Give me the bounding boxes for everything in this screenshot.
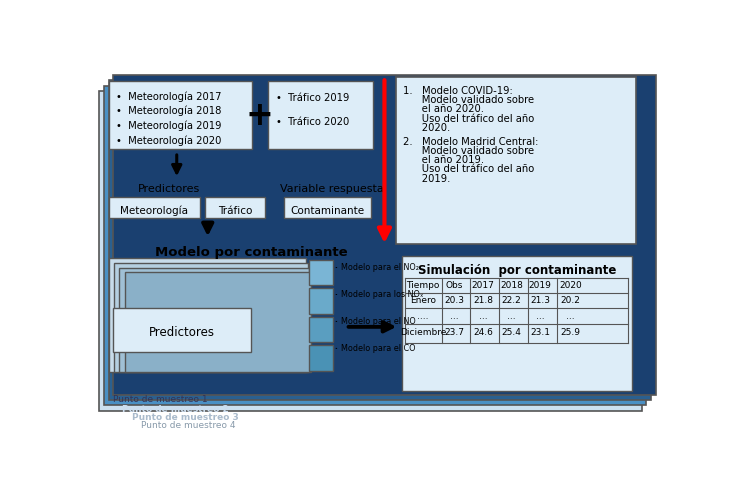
FancyBboxPatch shape (108, 258, 306, 372)
Text: el año 2020.: el año 2020. (403, 104, 484, 114)
FancyBboxPatch shape (308, 317, 333, 342)
Text: Obs: Obs (446, 281, 463, 290)
Text: Punto de muestreo 2: Punto de muestreo 2 (122, 405, 229, 414)
Text: Tiempo: Tiempo (406, 281, 440, 290)
Text: •  Tráfico 2019: • Tráfico 2019 (276, 93, 349, 103)
Text: Variable respuesta: Variable respuesta (280, 184, 384, 194)
Text: 20.3: 20.3 (444, 296, 464, 305)
Text: 2019.: 2019. (403, 173, 450, 183)
FancyBboxPatch shape (205, 197, 265, 218)
Text: Predictores: Predictores (138, 184, 200, 194)
Text: el año 2019.: el año 2019. (403, 155, 484, 165)
FancyBboxPatch shape (113, 308, 251, 352)
Text: Modelo por contaminante: Modelo por contaminante (155, 246, 348, 259)
Text: 20.2: 20.2 (561, 296, 580, 305)
FancyBboxPatch shape (308, 288, 333, 314)
Text: 2.   Modelo Madrid Central:: 2. Modelo Madrid Central: (403, 137, 539, 147)
FancyBboxPatch shape (100, 91, 642, 411)
Text: Modelo validado sobre: Modelo validado sobre (403, 95, 534, 105)
Text: 2017: 2017 (471, 281, 494, 290)
Text: 2020: 2020 (559, 281, 582, 290)
FancyBboxPatch shape (401, 256, 632, 391)
Text: 21.3: 21.3 (530, 296, 550, 305)
Text: Contaminante: Contaminante (290, 206, 364, 216)
Text: 24.6: 24.6 (473, 329, 493, 337)
Text: Tráfico: Tráfico (217, 206, 252, 216)
FancyBboxPatch shape (108, 81, 651, 400)
FancyBboxPatch shape (119, 267, 310, 372)
Text: Punto de muestreo 1: Punto de muestreo 1 (113, 395, 208, 405)
FancyBboxPatch shape (104, 86, 646, 406)
Text: Modelo para el NO₂: Modelo para el NO₂ (341, 263, 419, 272)
FancyBboxPatch shape (284, 197, 370, 218)
Text: •  Meteorología 2020: • Meteorología 2020 (116, 135, 222, 146)
Text: •  Meteorología 2019: • Meteorología 2019 (116, 120, 222, 131)
Text: Enero: Enero (410, 296, 436, 305)
Text: ...: ... (536, 312, 545, 321)
Text: Punto de muestreo 3: Punto de muestreo 3 (132, 413, 239, 422)
Text: 23.7: 23.7 (444, 329, 464, 337)
FancyBboxPatch shape (113, 75, 656, 395)
Text: 22.2: 22.2 (501, 296, 521, 305)
FancyBboxPatch shape (308, 260, 333, 285)
Text: Modelo para los NOₓ: Modelo para los NOₓ (341, 290, 423, 299)
FancyBboxPatch shape (108, 81, 252, 149)
Text: ....: .... (417, 312, 429, 321)
Text: Modelo validado sobre: Modelo validado sobre (403, 146, 534, 156)
Text: ...: ... (450, 312, 458, 321)
Text: Uso del tráfico del año: Uso del tráfico del año (403, 165, 534, 174)
Text: ...: ... (566, 312, 575, 321)
Text: Punto de muestreo 4: Punto de muestreo 4 (141, 421, 236, 430)
Text: Diciembre: Diciembre (400, 329, 447, 337)
Text: ...: ... (507, 312, 516, 321)
FancyBboxPatch shape (108, 197, 200, 218)
Text: •  Tráfico 2020: • Tráfico 2020 (276, 117, 349, 127)
Text: 25.4: 25.4 (501, 329, 521, 337)
FancyBboxPatch shape (396, 77, 636, 245)
Text: •  Meteorología 2018: • Meteorología 2018 (116, 106, 222, 116)
Text: Uso del tráfico del año: Uso del tráfico del año (403, 113, 534, 124)
FancyBboxPatch shape (125, 272, 311, 372)
Text: Predictores: Predictores (149, 326, 215, 339)
FancyBboxPatch shape (268, 81, 373, 149)
Text: •  Meteorología 2017: • Meteorología 2017 (116, 91, 222, 102)
Text: 21.8: 21.8 (473, 296, 493, 305)
Text: Meteorología: Meteorología (120, 205, 188, 216)
FancyBboxPatch shape (114, 263, 307, 372)
FancyBboxPatch shape (308, 345, 333, 371)
Text: 1.   Modelo COVID-19:: 1. Modelo COVID-19: (403, 86, 513, 96)
Text: Simulación  por contaminante: Simulación por contaminante (418, 264, 616, 277)
Text: Modelo para el NO: Modelo para el NO (341, 317, 416, 326)
Text: 25.9: 25.9 (561, 329, 580, 337)
Text: 2018: 2018 (500, 281, 523, 290)
Text: Modelo para el CO: Modelo para el CO (341, 344, 416, 353)
Text: 23.1: 23.1 (530, 329, 550, 337)
Text: 2020.: 2020. (403, 123, 450, 133)
Text: +: + (246, 98, 274, 132)
Text: 2019: 2019 (529, 281, 552, 290)
Text: ...: ... (479, 312, 488, 321)
